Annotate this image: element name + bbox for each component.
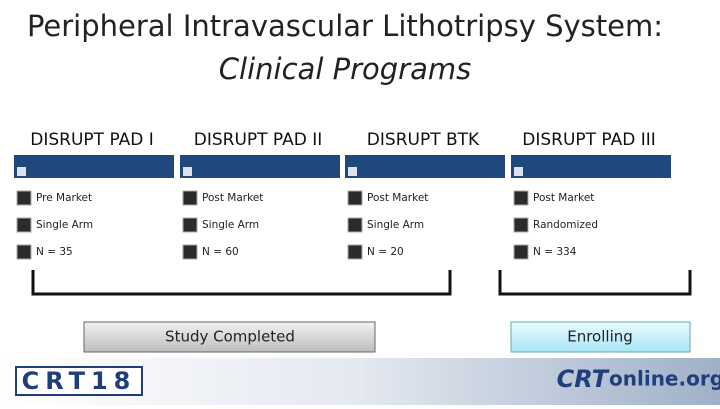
brackets: [31, 270, 692, 296]
checkbox: [347, 217, 363, 233]
checkbox: [182, 190, 198, 206]
title-line2: Clinical Programs: [219, 52, 471, 86]
program-name: DISRUPT PAD II: [194, 130, 323, 150]
program-item: Pre Market: [36, 192, 92, 204]
program-bar: [180, 155, 340, 178]
status-box: [83, 321, 376, 353]
checkbox: [513, 190, 529, 206]
checkbox: [513, 244, 529, 260]
program-name: DISRUPT PAD I: [30, 130, 154, 150]
bar-marker: [514, 167, 523, 176]
program-item: Post Market: [202, 192, 263, 204]
program-bar: [345, 155, 505, 178]
title-line1: Peripheral Intravascular Lithotripsy Sys…: [27, 9, 663, 43]
program-bar: [14, 155, 174, 178]
bar-marker: [348, 167, 357, 176]
bracket: [31, 270, 452, 296]
checkbox: [16, 217, 32, 233]
checkbox: [513, 217, 529, 233]
checkbox: [16, 244, 32, 260]
crt18-logo: CRT18: [22, 367, 137, 395]
status-label: Study Completed: [165, 328, 295, 346]
checkbox: [16, 190, 32, 206]
bar-marker: [183, 167, 192, 176]
program-item: N = 20: [367, 246, 404, 258]
checkbox: [347, 244, 363, 260]
logo-frame: [15, 366, 143, 396]
program-item: Randomized: [533, 219, 598, 231]
crtonline-logo-a: CRT: [557, 365, 610, 393]
status-label: Enrolling: [567, 328, 633, 346]
status-box: [510, 321, 691, 353]
program-item: N = 334: [533, 246, 577, 258]
program-item: N = 35: [36, 246, 73, 258]
program-name: DISRUPT PAD III: [522, 130, 656, 150]
program-item: Post Market: [367, 192, 428, 204]
checkbox: [182, 217, 198, 233]
program-item: Post Market: [533, 192, 594, 204]
bar-marker: [17, 167, 26, 176]
bracket: [498, 270, 692, 296]
program-item: Single Arm: [367, 219, 424, 231]
program-item: Single Arm: [202, 219, 259, 231]
program-item: N = 60: [202, 246, 239, 258]
checkbox: [347, 190, 363, 206]
program-item: Single Arm: [36, 219, 93, 231]
program-bar: [511, 155, 671, 178]
checkbox: [182, 244, 198, 260]
program-name: DISRUPT BTK: [367, 130, 480, 150]
crtonline-logo-b: online.org: [609, 367, 720, 391]
